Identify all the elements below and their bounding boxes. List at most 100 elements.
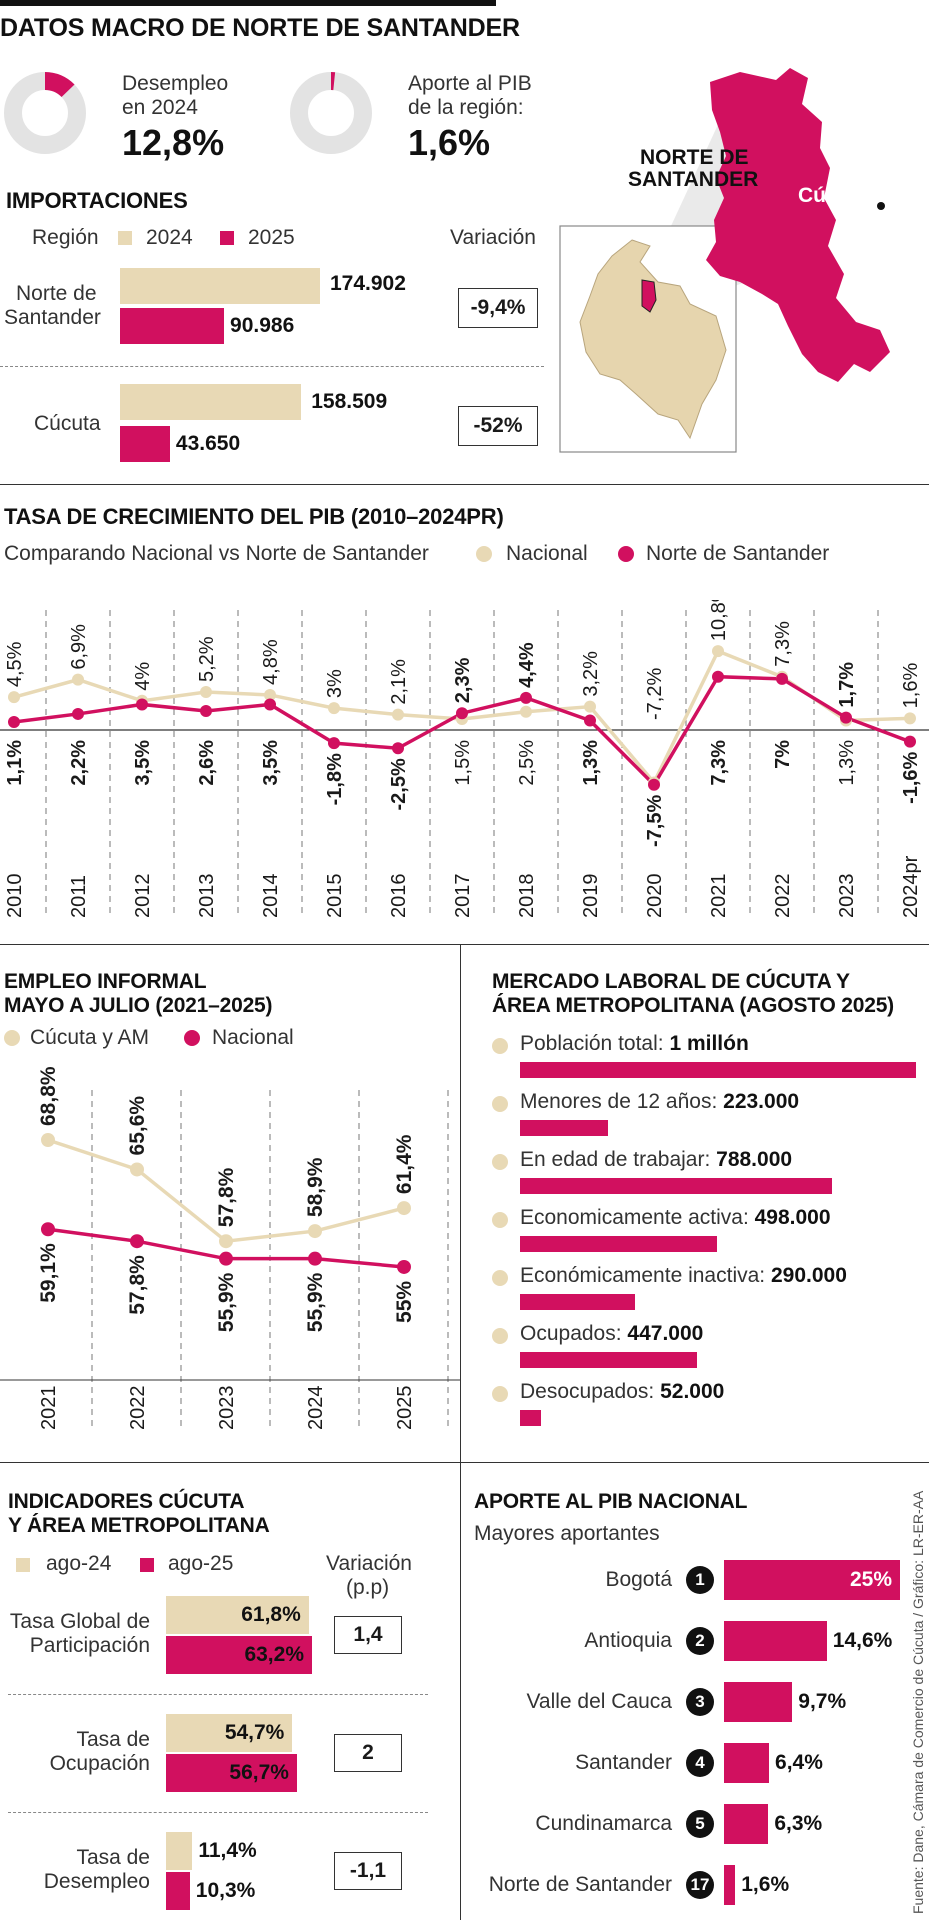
labor-bar	[520, 1120, 609, 1136]
imports-row-name-line1: Cúcuta	[34, 412, 101, 435]
legend-ago25-swatch	[140, 1558, 154, 1572]
point-cucuta	[308, 1224, 322, 1239]
map-region-highlight	[641, 279, 657, 313]
labor-item-value: 498.000	[754, 1206, 831, 1229]
indicator-value-a: 54,7%	[224, 1721, 285, 1744]
aporte-rank-badge: 2	[686, 1627, 714, 1655]
aporte-rank-badge: 17	[686, 1871, 714, 1899]
data-label-nds: 1,7%	[836, 662, 858, 708]
data-label-nacional: 5,2%	[196, 636, 218, 682]
data-label-nacional: 2,5%	[516, 740, 538, 786]
source-note: Fuente: Dane, Cámara de Comercio de Cúcu…	[910, 1490, 926, 1914]
indicators-variation-line1: Variación	[326, 1552, 412, 1575]
data-label-nacional: 4%	[132, 662, 154, 691]
map-label-line1: NORTE DE	[640, 146, 749, 169]
labor-bar	[520, 1410, 541, 1426]
point-nds	[264, 698, 276, 711]
pib-growth-subtitle: Comparando Nacional vs Norte de Santande…	[4, 542, 429, 565]
pib-growth-chart: 4,5% 1,1% 2010 6,9% 2,2% 2011 4% 3,5% 2012 5,2% 2,…	[0, 600, 929, 919]
kpi-value-unemployment: 12,8%	[122, 122, 225, 163]
divider-vertical	[460, 944, 461, 1920]
data-label-nacional: 57,8%	[126, 1255, 149, 1315]
data-label-nacional: 1,6%	[900, 663, 922, 709]
informal-legend-cucuta: Cúcuta y AM	[30, 1026, 150, 1049]
legend-nacional-dot	[184, 1030, 200, 1046]
legend-2025-swatch	[220, 231, 234, 245]
aporte-rank-badge: 1	[686, 1566, 714, 1594]
indicator-bar-b	[166, 1872, 190, 1910]
aporte-rank-badge: 5	[686, 1810, 714, 1838]
labor-item-value: 290.000	[770, 1264, 847, 1287]
point-nds	[328, 737, 340, 750]
x-tick-label: 2023	[216, 1386, 238, 1431]
data-label-nacional: 4,5%	[4, 641, 26, 687]
data-label-nds: 2,3%	[452, 657, 474, 703]
cucuta-dot	[877, 202, 885, 210]
point-nacional	[397, 1259, 411, 1274]
indicator-bar-a	[166, 1832, 193, 1870]
page-title: DATOS MACRO DE NORTE DE SANTANDER	[0, 14, 520, 42]
labor-item-value: 447.000	[627, 1322, 704, 1345]
data-label-cucuta: 58,9%	[304, 1157, 327, 1217]
point-nds	[584, 714, 596, 727]
point-cucuta	[41, 1133, 55, 1147]
data-label-nds: 1,1%	[4, 740, 26, 786]
indicator-name-line1: Tasa de	[76, 1728, 150, 1751]
aporte-value: 14,6%	[832, 1629, 893, 1652]
data-label-nds: -1,8%	[324, 753, 346, 805]
labor-title-line1: MERCADO LABORAL DE CÚCUTA Y	[492, 970, 850, 993]
point-nds	[8, 715, 20, 728]
indicator-value-a: 11,4%	[198, 1839, 257, 1862]
x-tick-label: 2021	[708, 874, 730, 919]
informal-title-line2: MAYO A JULIO (2021–2025)	[4, 994, 273, 1017]
aporte-bar	[724, 1743, 770, 1783]
indicators-legend-b: ago-25	[168, 1552, 234, 1575]
data-label-nacional: 1,3%	[836, 740, 858, 786]
indicators-separator	[8, 1812, 428, 1813]
point-nacional	[219, 1251, 233, 1266]
pib-legend-nds: Norte de Santander	[646, 542, 830, 565]
point-nacional	[712, 645, 724, 658]
imports-row-name-line2: Santander	[4, 306, 101, 329]
indicator-name-line2: Participación	[29, 1634, 150, 1657]
imports-legend-2025: 2025	[248, 226, 295, 249]
point-nds	[136, 698, 148, 711]
map-city-label: Cúcuta	[798, 184, 870, 207]
indicator-name-line1: Tasa Global de	[9, 1610, 150, 1633]
indicator-name-line2: Ocupación	[49, 1752, 150, 1775]
data-label-nacional: 6,9%	[68, 624, 90, 670]
labor-bar	[520, 1178, 833, 1194]
x-tick-label: 2014	[260, 874, 282, 919]
indicator-bar-b	[166, 1636, 312, 1674]
pib-growth-title: TASA DE CRECIMIENTO DEL PIB (2010–2024PR…	[4, 504, 504, 529]
data-label-nacional: -7,2%	[644, 668, 666, 720]
data-label-nacional: 1,5%	[452, 740, 474, 786]
legend-2024-swatch	[118, 231, 132, 245]
indicator-variation-box: 1,4	[334, 1616, 402, 1654]
labor-item-label: Economicamente activa: 498.000	[520, 1206, 831, 1229]
indicator-bar-b	[166, 1754, 297, 1792]
labor-bar	[520, 1062, 916, 1078]
data-label-nds: -7,5%	[644, 795, 666, 847]
aporte-rank-badge: 4	[686, 1749, 714, 1777]
donut-ring	[290, 72, 372, 154]
imports-legend-variation: Variación	[450, 226, 536, 249]
labor-item-value: 788.000	[716, 1148, 793, 1171]
point-nacional	[130, 1234, 144, 1249]
labor-item-label: Menores de 12 años: 223.000	[520, 1090, 800, 1113]
data-label-nds: 7,3%	[708, 740, 730, 786]
indicators-title-line2: Y ÁREA METROPOLITANA	[8, 1514, 270, 1537]
kpi-donut-pib-share	[290, 72, 372, 154]
imports-bar-2024	[120, 384, 302, 420]
x-tick-label: 2011	[68, 875, 90, 918]
labor-item-value: 1 millón	[669, 1032, 749, 1055]
x-tick-label: 2012	[132, 874, 154, 919]
x-tick-label: 2022	[127, 1386, 149, 1431]
aporte-subtitle: Mayores aportantes	[474, 1522, 660, 1545]
kpi-label-line2: en 2024	[122, 96, 198, 119]
x-tick-label: 2023	[836, 874, 858, 919]
data-label-nacional: 3,2%	[580, 651, 602, 697]
x-tick-label: 2024pr	[900, 855, 922, 918]
point-nacional	[264, 688, 276, 701]
data-label-nds: -1,6%	[900, 751, 922, 803]
